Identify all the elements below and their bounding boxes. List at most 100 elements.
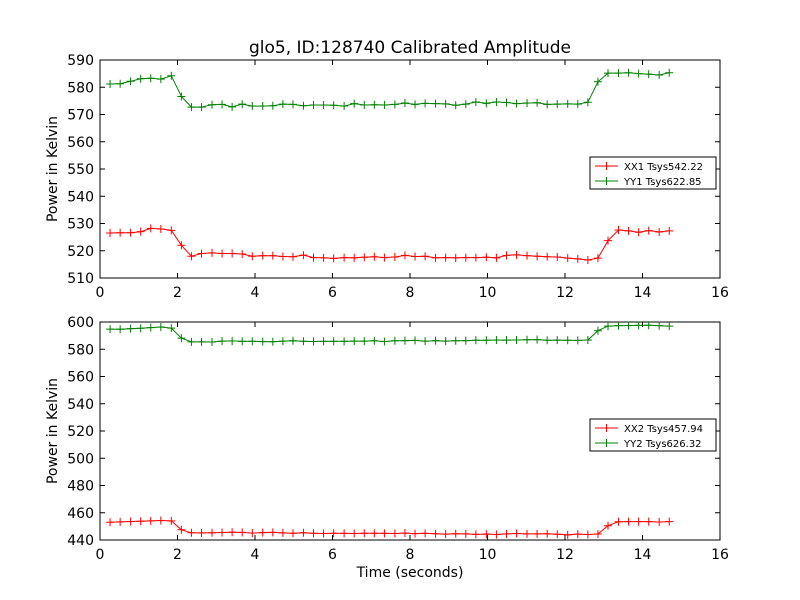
- data-point: [329, 101, 338, 110]
- data-point: [268, 251, 277, 260]
- data-point: [350, 337, 359, 346]
- data-point: [228, 528, 237, 537]
- data-point: [167, 71, 176, 80]
- data-point: [146, 74, 155, 83]
- data-point: [156, 323, 165, 332]
- data-point: [492, 253, 501, 262]
- data-point: [431, 99, 440, 108]
- data-point: [319, 337, 328, 346]
- data-point: [543, 100, 552, 109]
- data-point: [126, 517, 135, 526]
- data-point: [268, 337, 277, 346]
- data-point: [268, 528, 277, 537]
- data-point: [614, 69, 623, 78]
- x-tick-label: 6: [328, 285, 337, 301]
- data-point: [644, 517, 653, 526]
- data-point: [228, 336, 237, 345]
- data-point: [329, 337, 338, 346]
- data-point: [411, 336, 420, 345]
- data-point: [197, 337, 206, 346]
- data-point: [614, 517, 623, 526]
- data-point: [299, 251, 308, 260]
- data-point: [218, 337, 227, 346]
- data-point: [461, 529, 470, 538]
- data-point: [126, 324, 135, 333]
- data-point: [167, 226, 176, 235]
- data-point: [380, 100, 389, 109]
- data-point: [604, 69, 613, 78]
- data-point: [593, 254, 602, 263]
- data-point: [604, 322, 613, 331]
- data-point: [604, 236, 613, 245]
- data-point: [441, 530, 450, 539]
- data-point: [309, 253, 318, 262]
- y-tick-label: 550: [67, 162, 94, 178]
- data-point: [583, 530, 592, 539]
- data-point: [156, 224, 165, 233]
- data-point: [370, 336, 379, 345]
- data-point: [390, 253, 399, 262]
- x-tick-label: 8: [406, 547, 415, 563]
- data-point: [136, 227, 145, 236]
- y-tick-label: 560: [67, 135, 94, 151]
- data-point: [207, 100, 216, 109]
- data-point: [106, 229, 115, 238]
- data-point: [319, 529, 328, 538]
- data-point: [421, 99, 430, 108]
- data-point: [553, 336, 562, 345]
- data-point: [390, 336, 399, 345]
- data-point: [248, 337, 257, 346]
- data-point: [563, 99, 572, 108]
- data-point: [187, 337, 196, 346]
- data-point: [634, 517, 643, 526]
- data-point: [116, 228, 125, 237]
- data-point: [614, 226, 623, 235]
- data-point: [136, 324, 145, 333]
- data-point: [634, 69, 643, 78]
- data-point: [207, 248, 216, 257]
- data-point: [258, 528, 267, 537]
- data-point: [512, 250, 521, 259]
- y-tick-label: 590: [67, 53, 94, 69]
- data-point: [400, 251, 409, 260]
- legend-marker: [602, 177, 611, 185]
- data-point: [593, 530, 602, 539]
- data-point: [411, 529, 420, 538]
- legend-marker: [602, 439, 611, 447]
- y-tick-label: 570: [67, 108, 94, 124]
- y-tick-label: 520: [67, 244, 94, 260]
- data-point: [573, 100, 582, 109]
- data-point: [543, 252, 552, 261]
- data-point: [156, 516, 165, 525]
- y-axis-label: Power in Kelvin: [45, 116, 61, 222]
- data-point: [492, 335, 501, 344]
- data-point: [187, 103, 196, 112]
- data-point: [471, 336, 480, 345]
- data-point: [543, 529, 552, 538]
- x-tick-label: 4: [251, 547, 260, 563]
- data-point: [451, 253, 460, 262]
- data-point: [187, 252, 196, 261]
- data-point: [146, 323, 155, 332]
- data-point: [482, 99, 491, 108]
- y-tick-label: 510: [67, 271, 94, 287]
- legend-label: XX2 Tsys457.94: [624, 424, 703, 435]
- data-point: [665, 68, 674, 77]
- data-point: [655, 518, 664, 527]
- data-point: [533, 98, 542, 107]
- data-point: [482, 253, 491, 262]
- y-tick-label: 480: [67, 479, 94, 495]
- data-point: [512, 99, 521, 108]
- data-point: [624, 517, 633, 526]
- data-point: [248, 102, 257, 111]
- subplot-1: 0 2 4 6 8 10 12 14 16 510 520 530 540 550 560 570 580 590…: [45, 53, 729, 301]
- data-point: [583, 98, 592, 107]
- data-point: [360, 337, 369, 346]
- data-point: [431, 529, 440, 538]
- legend-box: [589, 156, 717, 190]
- y-tick-label: 440: [67, 533, 94, 549]
- data-point: [523, 99, 532, 108]
- data-point: [218, 100, 227, 109]
- data-point: [533, 529, 542, 538]
- data-point: [370, 100, 379, 109]
